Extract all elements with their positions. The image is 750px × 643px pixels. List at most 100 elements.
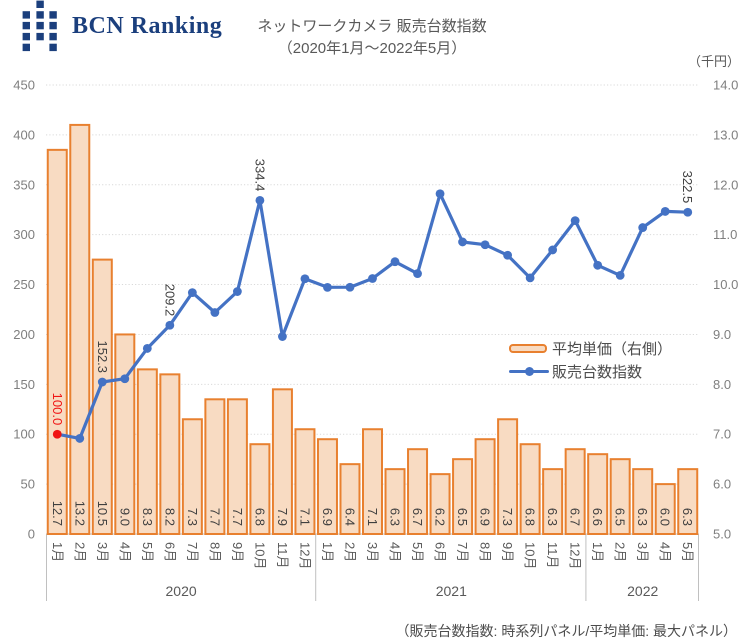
line-marker	[390, 257, 400, 267]
logo-square	[36, 11, 44, 19]
bar	[677, 468, 699, 535]
line-marker	[413, 269, 422, 278]
month-label: 6月	[433, 542, 448, 562]
legend-label-sales-index: 販売台数指数	[552, 364, 643, 381]
line-marker	[278, 332, 287, 341]
bar-series-swatch-icon	[509, 344, 547, 353]
month-label: 2月	[613, 542, 628, 562]
year-label: 2020	[166, 583, 197, 599]
bar-value-label: 6.3	[545, 508, 560, 526]
bar-value-label: 7.7	[207, 508, 222, 526]
month-label: 6月	[162, 542, 177, 562]
left-axis-tick-label: 200	[13, 327, 35, 342]
legend-label-average-price: 平均単価（右側）	[552, 341, 673, 358]
logo-square	[36, 0, 44, 9]
left-axis-tick-label: 100	[13, 427, 35, 442]
year-label: 2022	[627, 583, 658, 599]
bar-value-label: 7.1	[365, 508, 380, 526]
bar	[384, 468, 406, 535]
line-marker	[255, 195, 265, 205]
bar-value-label: 13.2	[72, 501, 87, 526]
bar	[497, 418, 519, 535]
line-marker	[615, 270, 625, 280]
bar	[226, 398, 248, 535]
bar-value-label: 6.5	[613, 508, 628, 526]
bar	[181, 418, 203, 535]
bar-value-label: 6.6	[590, 508, 605, 526]
line-marker	[210, 308, 220, 317]
right-axis-tick-label: 10.0	[713, 277, 738, 292]
bar-value-label: 8.2	[162, 508, 177, 526]
logo-square	[36, 21, 44, 30]
left-axis-tick-label: 50	[21, 477, 35, 492]
bar	[452, 458, 474, 535]
line-marker	[660, 207, 670, 216]
month-label: 1月	[590, 542, 605, 562]
bar-value-label: 7.3	[185, 508, 200, 526]
bar-value-label: 7.3	[500, 508, 515, 526]
month-label: 10月	[523, 542, 538, 569]
bar-value-label: 10.5	[95, 501, 110, 526]
year-label: 2021	[436, 583, 467, 599]
line-marker	[570, 216, 580, 225]
bar	[136, 368, 158, 535]
point-value-label: 334.4	[252, 159, 267, 192]
line-marker	[458, 237, 467, 247]
bar-value-label: 8.3	[140, 508, 155, 526]
month-label: 2月	[72, 542, 87, 562]
month-label: 1月	[50, 542, 65, 562]
month-label: 7月	[455, 542, 470, 562]
right-axis-tick-label: 13.0	[713, 127, 738, 142]
right-axis-tick-label: 6.0	[713, 477, 731, 492]
bar-value-label: 6.3	[635, 508, 650, 526]
line-marker	[97, 377, 107, 387]
line-marker	[593, 260, 603, 270]
bar	[91, 258, 113, 535]
bar	[316, 438, 338, 536]
line-marker	[683, 207, 693, 217]
logo-square	[22, 11, 30, 19]
month-label: 1月	[320, 542, 335, 562]
line-marker	[232, 287, 242, 296]
left-axis-tick-label: 0	[28, 527, 35, 542]
point-value-label: 209.2	[162, 284, 177, 317]
bar	[46, 148, 68, 535]
left-axis-tick-label: 150	[13, 377, 35, 392]
logo-square	[22, 43, 30, 52]
right-axis-tick-label: 8.0	[713, 377, 731, 392]
month-label: 9月	[500, 542, 515, 562]
line-marker	[503, 250, 513, 260]
point-value-label: 100.0	[50, 393, 65, 426]
logo-square	[22, 21, 30, 30]
legend-item-sales-index: 販売台数指数	[509, 360, 672, 383]
month-label: 7月	[185, 542, 200, 562]
bcn-logo-squares-icon	[22, 0, 57, 52]
chart-title-line2: （2020年1月〜2022年5月）	[277, 40, 467, 57]
line-marker	[368, 274, 377, 283]
month-label: 2月	[342, 542, 357, 562]
bar	[519, 443, 541, 536]
logo-square	[49, 21, 57, 30]
line-marker	[187, 288, 197, 298]
bar	[69, 123, 91, 536]
bar-value-label: 6.9	[478, 508, 493, 526]
month-label: 3月	[635, 542, 650, 562]
month-label: 9月	[230, 542, 245, 562]
bar	[204, 398, 226, 535]
left-axis-tick-label: 300	[13, 227, 35, 242]
bar-value-label: 6.0	[658, 508, 673, 526]
bar	[339, 463, 361, 535]
bar	[564, 448, 586, 536]
bar	[159, 373, 181, 535]
month-label: 12月	[568, 542, 583, 569]
line-marker-first-red	[52, 429, 62, 439]
chart-legend: 平均単価（右側） 販売台数指数	[509, 337, 672, 383]
footnote: （販売台数指数: 時系列パネル/平均単価: 最大パネル）	[395, 623, 737, 639]
bar-value-label: 6.2	[433, 508, 448, 526]
bar-value-label: 6.4	[342, 508, 357, 526]
bcn-ranking-logo[interactable]: BCN Ranking	[22, 0, 222, 53]
point-value-label: 322.5	[680, 171, 695, 204]
bar	[542, 468, 564, 535]
right-axis-unit-label: （千円）	[687, 54, 740, 69]
bar-value-label: 6.5	[455, 508, 470, 526]
